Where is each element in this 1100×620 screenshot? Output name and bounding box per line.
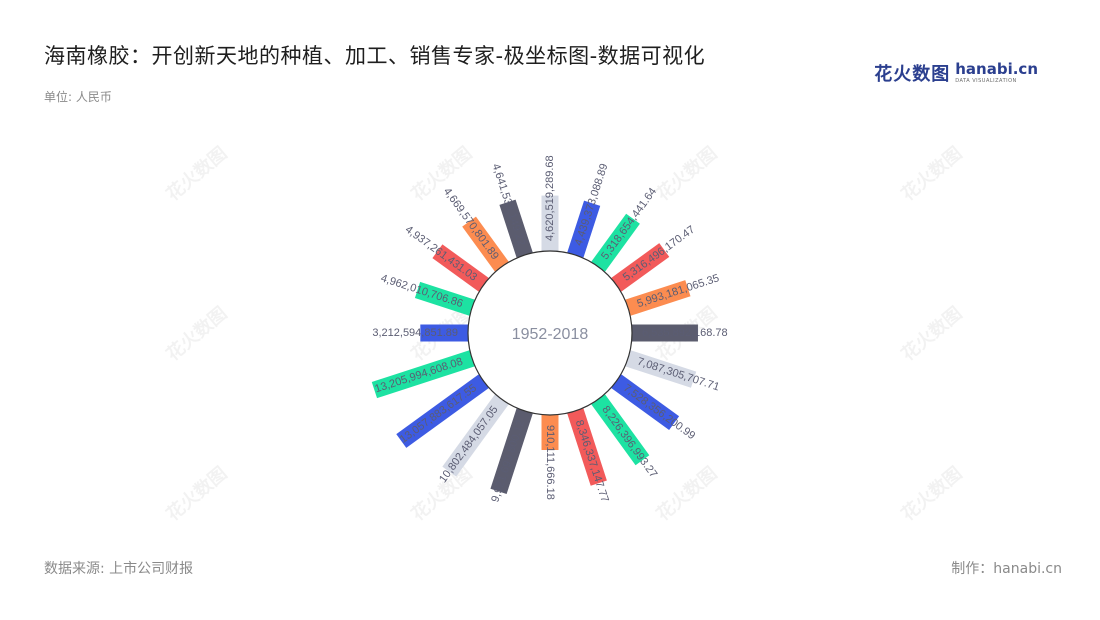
chart-bar[interactable] (420, 324, 469, 342)
chart-bar[interactable] (490, 408, 533, 495)
logo-text-en-group: hanabi.cn DATA VISUALIZATION (955, 62, 1038, 84)
chart-bar[interactable] (541, 195, 559, 251)
logo-text-en: hanabi.cn (955, 60, 1038, 78)
bar-value-label: 13,205,994,608.08 (373, 356, 464, 396)
center-label: 1952-2018 (512, 326, 589, 343)
bar-value-label: 7,087,305,707.71 (636, 356, 721, 394)
bar-value-label: 9,921,699,800.12 (489, 419, 527, 504)
chart-bar[interactable] (414, 281, 475, 316)
bar-value-label: 4,962,010,706.86 (379, 272, 464, 310)
chart-bar[interactable] (371, 350, 475, 399)
bar-value-label: 5,993,181,065.35 (636, 272, 721, 310)
data-source: 数据来源: 上市公司财报 (44, 561, 194, 577)
chart-bar[interactable] (591, 394, 650, 466)
bar-value-label: 4,641,533,149.22 (489, 162, 527, 247)
chart-bar[interactable] (625, 280, 691, 316)
bar-value-label: 4,439,373,088.89 (573, 162, 611, 247)
logo-subtitle: DATA VISUALIZATION (955, 78, 1017, 84)
bar-value-label: 3,212,594,851.89 (372, 327, 458, 339)
chart-bar[interactable] (591, 213, 640, 272)
page-title: 海南橡胶：开创新天地的种植、加工、销售专家-极坐标图-数据可视化 (44, 44, 706, 68)
brand-logo: 花火数图 hanabi.cn DATA VISUALIZATION (874, 60, 1038, 86)
chart-bar[interactable] (541, 415, 559, 451)
chart-bar[interactable] (611, 374, 680, 431)
chart-bar[interactable] (567, 408, 607, 486)
bars-layer (371, 195, 698, 495)
bar-value-label: 4,620,519,289.68 (544, 155, 556, 241)
chart-bar[interactable] (567, 200, 601, 258)
chart-bar[interactable] (611, 243, 670, 292)
chart-bar[interactable] (631, 324, 698, 342)
chart-bar[interactable] (462, 216, 509, 272)
center-circle (467, 250, 633, 416)
chart-bar[interactable] (396, 374, 489, 448)
logo-text-cn: 花火数图 (874, 64, 951, 85)
chart-bar[interactable] (625, 350, 697, 388)
unit-label: 单位: 人民币 (44, 90, 112, 104)
bar-value-label: 8,346,337,147.77 (573, 419, 611, 504)
chart-bar[interactable] (499, 199, 533, 258)
bar-value-label: 6,535,892,168.78 (642, 327, 728, 339)
bar-value-label: 910,111,666.18 (544, 425, 556, 500)
chart-bar[interactable] (442, 394, 509, 477)
credit-text: 制作：hanabi.cn (951, 561, 1062, 577)
chart-bar[interactable] (432, 244, 489, 292)
